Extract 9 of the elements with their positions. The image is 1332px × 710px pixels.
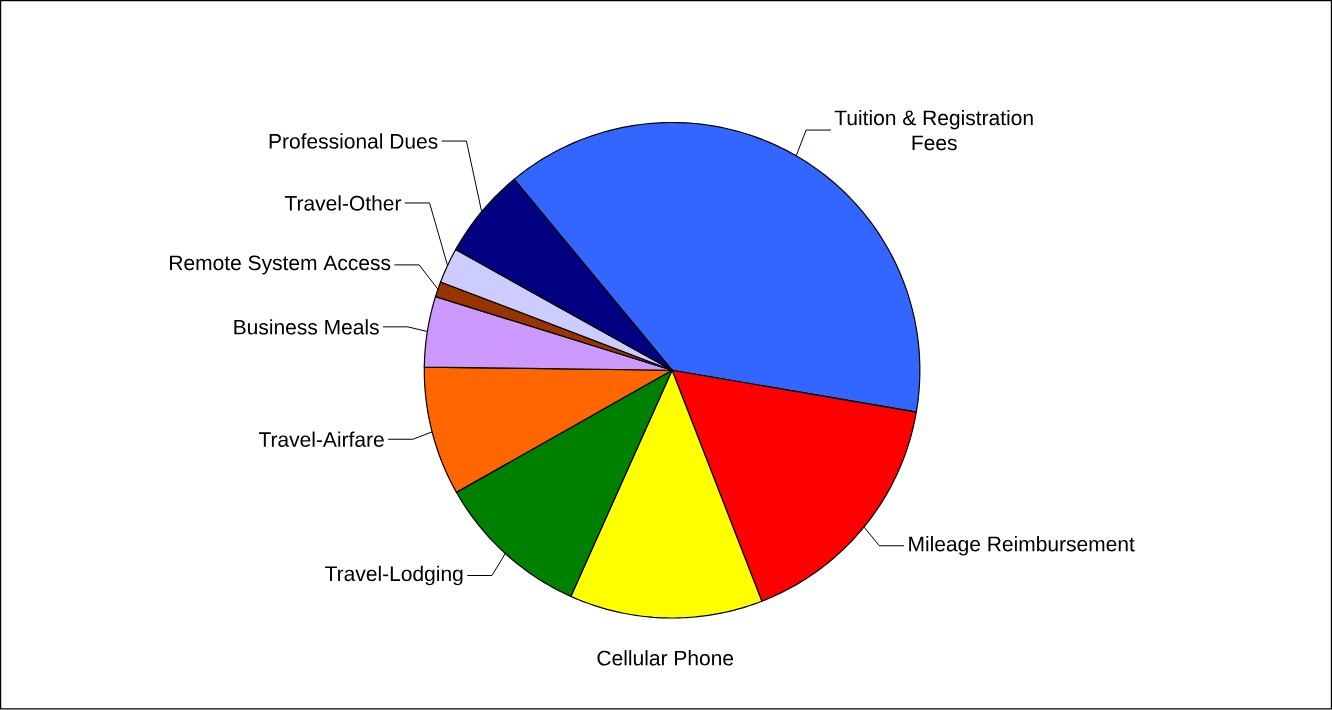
slice-label: Cellular Phone (597, 650, 734, 666)
slice-label: Professional Dues (269, 133, 438, 149)
slice-label: Remote System Access (170, 255, 391, 275)
slice-label: Travel-Other (284, 195, 402, 211)
slice-label: Business Meals (234, 319, 379, 335)
slice-label: Tuition & Registration Fees (834, 110, 1033, 151)
slice-label: Travel-Airfare (258, 431, 384, 448)
slice-label: Mileage Reimbursement (909, 536, 1135, 556)
slice-label: Travel-Lodging (325, 565, 463, 586)
